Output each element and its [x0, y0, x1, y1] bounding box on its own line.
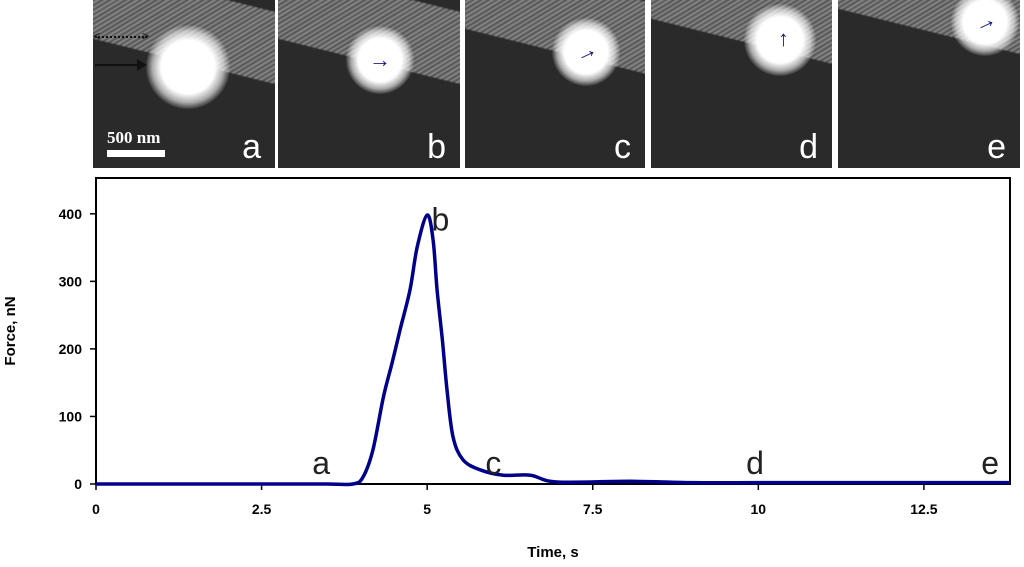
point-annotation-e: e [981, 445, 999, 481]
x-tick-label: 7.5 [583, 501, 603, 517]
particle [146, 25, 230, 109]
particle [552, 18, 620, 86]
scale-bar [107, 150, 165, 157]
particle [951, 0, 1019, 56]
x-tick-label: 5 [423, 501, 431, 517]
point-annotation-c: c [485, 445, 501, 481]
scale-bar-label: 500 nm [107, 128, 161, 147]
motion-arrow-icon: → [369, 47, 391, 72]
particle [744, 4, 816, 76]
micrograph-panel-a: < > 500 nm a [93, 0, 275, 168]
x-tick-label: 12.5 [910, 501, 937, 517]
y-tick-label: 300 [59, 273, 83, 289]
micrograph-panel-c: → c [465, 0, 645, 168]
micrograph-panel-e: → e [838, 0, 1020, 168]
arrow-icon [95, 59, 147, 71]
particle [346, 26, 414, 94]
y-tick-label: 0 [74, 476, 82, 492]
point-annotation-d: d [746, 445, 764, 481]
y-tick-label: 400 [59, 206, 83, 222]
panel-label: d [799, 128, 818, 166]
panel-label: a [242, 128, 261, 166]
plot-frame [95, 177, 1011, 485]
point-annotation-a: a [312, 445, 330, 481]
micrograph-panel-d: → d [651, 0, 832, 168]
double-arrow-icon: < > [93, 29, 149, 43]
y-axis-label: Force, nN [2, 296, 19, 365]
panel-label: e [987, 128, 1006, 166]
panel-label: c [614, 128, 631, 166]
y-tick-label: 100 [59, 408, 83, 424]
y-tick-label: 200 [59, 341, 83, 357]
x-tick-label: 0 [92, 501, 100, 517]
micrograph-panel-b: → b [278, 0, 460, 168]
x-tick-label: 10 [751, 501, 767, 517]
force-curve [95, 213, 1010, 487]
panel-label: b [427, 128, 446, 166]
x-axis-label: Time, s [527, 544, 578, 561]
x-tick-label: 2.5 [252, 501, 272, 517]
point-annotation-b: b [432, 202, 450, 238]
